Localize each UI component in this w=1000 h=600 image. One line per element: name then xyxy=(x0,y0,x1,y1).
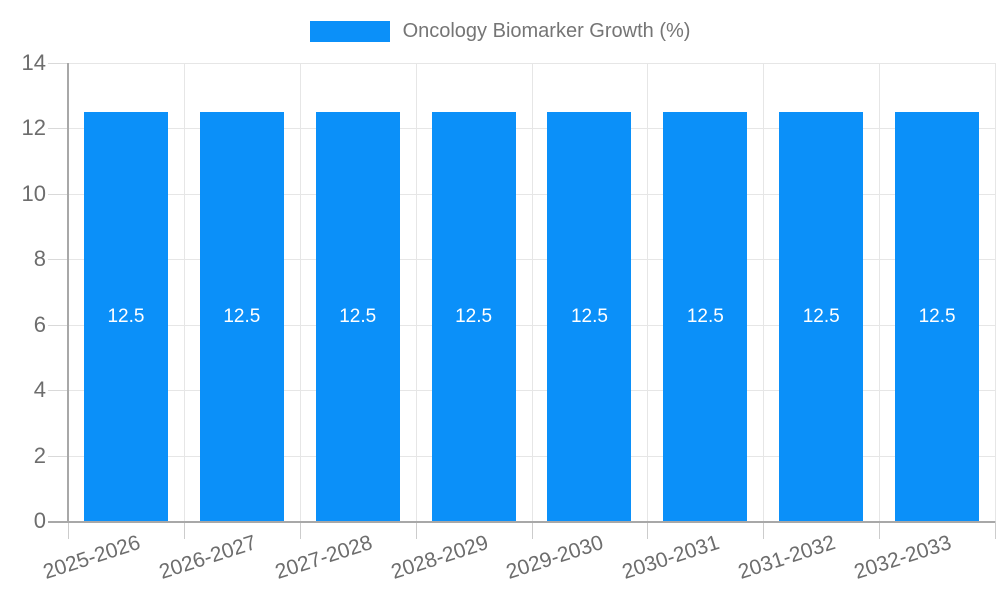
y-tick-label: 12 xyxy=(21,115,46,141)
bar xyxy=(663,112,748,521)
x-axis-tick xyxy=(183,521,185,539)
y-axis-tick xyxy=(48,390,68,392)
gridline xyxy=(647,63,649,521)
y-axis-tick xyxy=(48,128,68,130)
legend-swatch xyxy=(309,21,390,42)
y-tick-label: 4 xyxy=(33,377,46,403)
y-axis-tick xyxy=(48,455,68,457)
bar-value-label: 12.5 xyxy=(802,305,840,327)
bar xyxy=(199,112,284,521)
x-axis-tick xyxy=(995,521,996,539)
bar xyxy=(83,112,168,521)
gridline xyxy=(299,63,301,521)
y-tick-label: 14 xyxy=(21,50,46,75)
y-tick-label: 6 xyxy=(33,311,46,337)
x-axis-tick xyxy=(415,521,417,539)
y-tick-label: 10 xyxy=(21,180,46,206)
bar xyxy=(431,112,516,521)
x-axis-tick xyxy=(299,521,301,539)
bar-value-label: 12.5 xyxy=(455,305,493,327)
gridline xyxy=(415,63,417,521)
legend: Oncology Biomarker Growth (%) xyxy=(0,19,1000,44)
bar-value-label: 12.5 xyxy=(223,305,261,327)
bar-value-label: 12.5 xyxy=(570,305,608,327)
bar xyxy=(547,112,632,521)
bar-value-label: 12.5 xyxy=(686,305,724,327)
x-axis-tick xyxy=(531,521,533,539)
gridline xyxy=(531,63,533,521)
bar-value-label: 12.5 xyxy=(918,305,956,327)
y-axis-tick xyxy=(48,324,68,326)
y-tick-label: 0 xyxy=(33,508,46,533)
x-axis-line xyxy=(48,521,995,523)
y-axis-tick xyxy=(48,193,68,195)
bar xyxy=(895,112,980,521)
bar-value-label: 12.5 xyxy=(107,305,145,327)
y-tick-label: 8 xyxy=(33,246,46,272)
x-axis-tick xyxy=(647,521,649,539)
y-axis-line xyxy=(67,63,69,521)
bar xyxy=(315,112,400,521)
y-axis-tick xyxy=(48,63,68,64)
y-tick-label: 2 xyxy=(33,442,46,468)
gridline xyxy=(183,63,185,521)
legend-label: Oncology Biomarker Growth (%) xyxy=(402,20,691,42)
gridline xyxy=(995,63,996,521)
bar-value-label: 12.5 xyxy=(339,305,377,327)
x-axis-tick xyxy=(763,521,765,539)
bar xyxy=(779,112,864,521)
gridline xyxy=(879,63,881,521)
x-axis-tick xyxy=(879,521,881,539)
gridline xyxy=(763,63,765,521)
y-axis-tick xyxy=(48,259,68,261)
x-axis-tick xyxy=(68,521,69,539)
